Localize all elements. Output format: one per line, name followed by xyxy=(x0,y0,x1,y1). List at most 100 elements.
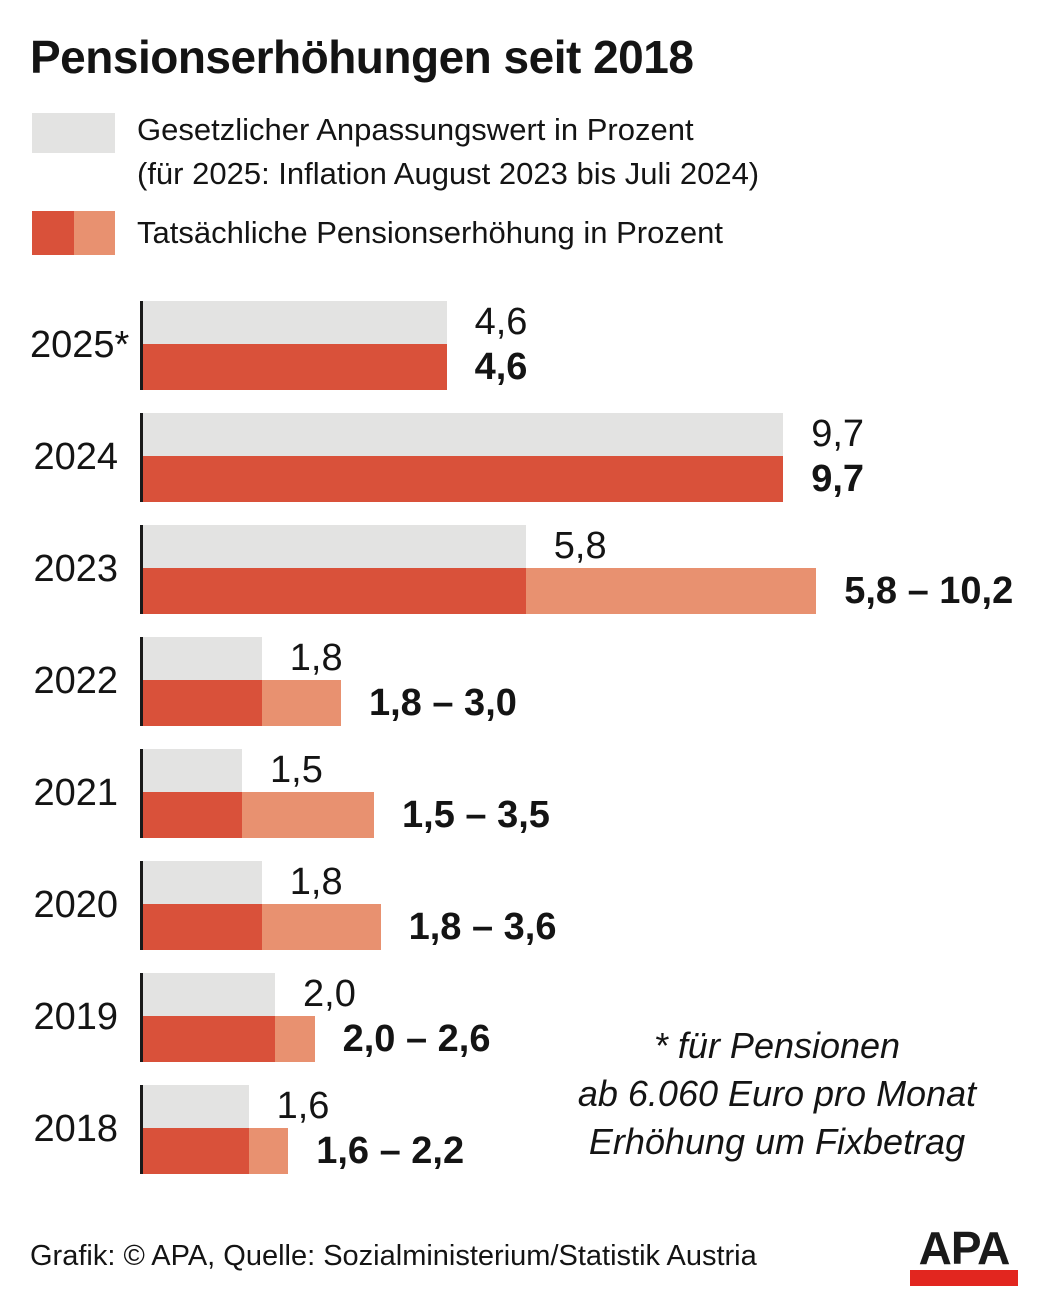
statutory-value: 9,7 xyxy=(811,413,865,455)
bar-pair: 9,7 9,7 xyxy=(140,413,1040,502)
actual-value: 1,5 – 3,5 xyxy=(402,793,550,836)
statutory-bar-line: 1,5 xyxy=(143,749,1040,792)
actual-bar-line: 1,6 – 2,2 xyxy=(143,1128,1040,1174)
statutory-value: 5,8 xyxy=(553,525,607,567)
bar-group: 2024 9,7 9,7 xyxy=(30,413,1040,502)
statutory-value: 1,8 xyxy=(289,861,343,903)
bar-pair: 1,8 1,8 – 3,6 xyxy=(140,861,1040,950)
bar-pair: 1,6 1,6 – 2,2 xyxy=(140,1085,1040,1174)
actual-value: 5,8 – 10,2 xyxy=(844,569,1014,612)
apa-logo-text: APA xyxy=(918,1222,1011,1274)
year-label: 2024 xyxy=(33,436,118,478)
apa-logo-red-bar-icon xyxy=(910,1270,1018,1286)
actual-bar-dark xyxy=(143,568,526,614)
legend-actual-label: Tatsächliche Pensionserhöhung in Prozent xyxy=(137,215,723,250)
actual-bar-dark xyxy=(143,1016,275,1062)
year-label: 2022 xyxy=(33,660,118,702)
statutory-bar-line: 2,0 xyxy=(143,973,1040,1016)
bar-pair: 2,0 2,0 – 2,6 xyxy=(140,973,1040,1062)
legend-statutory-line2: (für 2025: Inflation August 2023 bis Jul… xyxy=(137,156,760,191)
legend: Gesetzlicher Anpassungswert in Prozent (… xyxy=(32,108,759,257)
actual-bar-dark xyxy=(143,456,784,502)
bar-group: 2019 2,0 2,0 – 2,6 xyxy=(30,973,1040,1062)
actual-bar-light xyxy=(275,1016,315,1062)
actual-bar-dark xyxy=(143,792,242,838)
bar-pair: 4,6 4,6 xyxy=(140,301,1040,390)
actual-bar-dark xyxy=(143,904,262,950)
statutory-bar-line: 9,7 xyxy=(143,413,1040,456)
year-label: 2019 xyxy=(33,996,118,1038)
statutory-swatch-icon xyxy=(32,113,115,153)
statutory-value: 1,8 xyxy=(289,637,343,679)
statutory-bar xyxy=(143,301,447,344)
bar-group: 2020 1,8 1,8 – 3,6 xyxy=(30,861,1040,950)
statutory-bar xyxy=(143,749,242,792)
actual-bar-line: 1,8 – 3,6 xyxy=(143,904,1040,950)
bar-chart-rows: 2025* 4,6 4,6 2024 9,7 9,7 xyxy=(30,301,1040,1174)
bar-pair: 1,8 1,8 – 3,0 xyxy=(140,637,1040,726)
apa-logo: APA xyxy=(910,1222,1018,1286)
bar-pair: 5,8 5,8 – 10,2 xyxy=(140,525,1040,614)
actual-bar-light xyxy=(242,792,374,838)
actual-swatch-icon xyxy=(32,211,115,255)
year-label: 2023 xyxy=(33,548,118,590)
statutory-value: 1,5 xyxy=(270,749,323,791)
statutory-value: 4,6 xyxy=(474,301,528,343)
actual-bar-line: 9,7 xyxy=(143,456,1040,502)
actual-bar-line: 4,6 xyxy=(143,344,1040,390)
bar-group: 2023 5,8 5,8 – 10,2 xyxy=(30,525,1040,614)
statutory-bar-line: 4,6 xyxy=(143,301,1040,344)
bar-chart: 2025* 4,6 4,6 2024 9,7 9,7 xyxy=(30,301,1040,1174)
year-label: 2020 xyxy=(33,884,118,926)
footnote-line3: Erhöhung um Fixbetrag xyxy=(588,1121,966,1162)
footnote: * für Pensionen ab 6.060 Euro pro Monat … xyxy=(552,1022,1002,1166)
source-credit: Grafik: © APA, Quelle: Sozialministerium… xyxy=(30,1240,757,1272)
year-label: 2021 xyxy=(33,772,118,814)
bar-group: 2022 1,8 1,8 – 3,0 xyxy=(30,637,1040,726)
bar-group: 2025* 4,6 4,6 xyxy=(30,301,1040,390)
legend-item-statutory: Gesetzlicher Anpassungswert in Prozent (… xyxy=(32,108,759,196)
legend-statutory-label: Gesetzlicher Anpassungswert in Prozent (… xyxy=(137,108,759,196)
year-label: 2018 xyxy=(33,1108,118,1150)
statutory-bar xyxy=(143,973,275,1016)
actual-bar-line: 1,5 – 3,5 xyxy=(143,792,1040,838)
statutory-bar xyxy=(143,1085,249,1128)
actual-swatch-light-half xyxy=(74,211,115,255)
actual-value: 1,6 – 2,2 xyxy=(316,1129,465,1172)
statutory-value: 2,0 xyxy=(303,973,356,1015)
statutory-bar xyxy=(143,861,262,904)
actual-swatch-dark-half xyxy=(32,211,74,255)
actual-bar-dark xyxy=(143,680,262,726)
bar-group: 2021 1,5 1,5 – 3,5 xyxy=(30,749,1040,838)
statutory-bar-line: 1,8 xyxy=(143,637,1040,680)
legend-item-actual: Tatsächliche Pensionserhöhung in Prozent xyxy=(32,209,759,257)
actual-bar-dark xyxy=(143,344,447,390)
actual-value: 4,6 xyxy=(474,345,528,388)
actual-bar-light xyxy=(248,1128,289,1174)
statutory-bar xyxy=(143,637,262,680)
year-label: 2025* xyxy=(30,324,130,366)
actual-bar-line: 5,8 – 10,2 xyxy=(143,568,1040,614)
actual-bar-light xyxy=(261,680,341,726)
bar-group: 2018 1,6 1,6 – 2,2 xyxy=(30,1085,1040,1174)
page-title: Pensionserhöhungen seit 2018 xyxy=(30,31,694,83)
legend-statutory-line1: Gesetzlicher Anpassungswert in Prozent xyxy=(137,112,694,147)
statutory-bar xyxy=(143,413,784,456)
actual-value: 1,8 – 3,6 xyxy=(408,905,557,948)
bar-pair: 1,5 1,5 – 3,5 xyxy=(140,749,1040,838)
actual-bar-light xyxy=(261,904,381,950)
statutory-bar xyxy=(143,525,526,568)
footnote-line1: * für Pensionen xyxy=(653,1025,901,1066)
actual-bar-line: 2,0 – 2,6 xyxy=(143,1016,1040,1062)
statutory-bar-line: 1,8 xyxy=(143,861,1040,904)
statutory-bar-line: 1,6 xyxy=(143,1085,1040,1128)
actual-value: 2,0 – 2,6 xyxy=(342,1017,491,1060)
footnote-line2: ab 6.060 Euro pro Monat xyxy=(577,1073,977,1114)
actual-value: 9,7 xyxy=(811,457,865,500)
actual-value: 1,8 – 3,0 xyxy=(368,681,517,724)
statutory-bar-line: 5,8 xyxy=(143,525,1040,568)
statutory-value: 1,6 xyxy=(276,1085,330,1127)
actual-bar-line: 1,8 – 3,0 xyxy=(143,680,1040,726)
actual-bar-dark xyxy=(143,1128,249,1174)
actual-bar-light xyxy=(525,568,817,614)
